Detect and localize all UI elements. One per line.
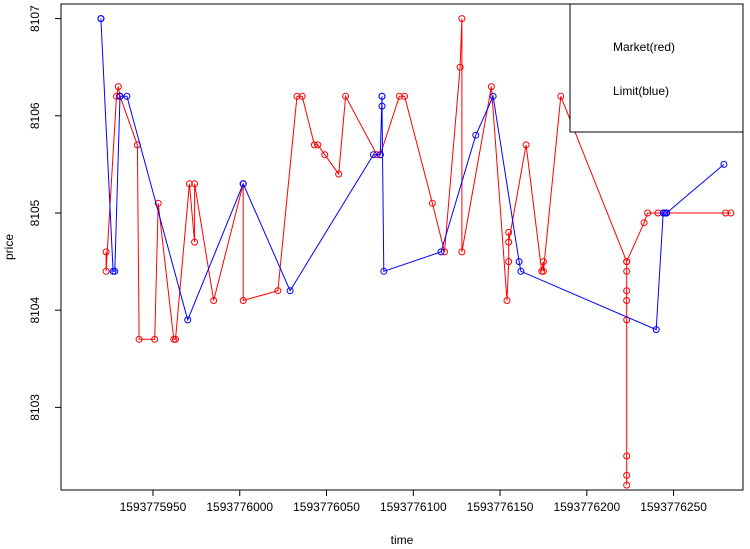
data-point — [623, 471, 631, 479]
data-point — [720, 160, 728, 168]
x-tick-label: 1593776050 — [293, 500, 360, 514]
data-point — [623, 258, 631, 266]
data-point — [378, 102, 386, 110]
data-point — [458, 15, 466, 23]
y-tick-label: 8104 — [28, 297, 42, 324]
data-point — [505, 228, 513, 236]
data-point — [298, 92, 306, 100]
data-point — [369, 151, 377, 159]
series-limit — [97, 15, 728, 334]
x-tick-label: 1593775950 — [120, 500, 187, 514]
x-tick-label: 1593776200 — [553, 500, 620, 514]
data-point — [123, 92, 131, 100]
data-point — [310, 141, 318, 149]
data-point — [342, 92, 350, 100]
data-point — [663, 209, 671, 217]
x-axis-title: time — [391, 533, 414, 547]
data-point — [652, 326, 660, 334]
data-point — [517, 267, 525, 275]
data-point — [428, 199, 436, 207]
data-point — [274, 287, 282, 295]
data-point — [380, 267, 388, 275]
data-point — [623, 481, 631, 489]
data-point — [376, 151, 384, 159]
data-point — [644, 209, 652, 217]
data-point — [539, 267, 547, 275]
data-point — [489, 92, 497, 100]
data-point — [191, 238, 199, 246]
data-point — [321, 151, 329, 159]
data-point — [401, 92, 409, 100]
x-tick-label: 1593776150 — [467, 500, 534, 514]
y-tick-label: 8107 — [28, 5, 42, 32]
data-point — [151, 335, 159, 343]
data-point — [503, 297, 511, 304]
x-tick-label: 1593776000 — [206, 500, 273, 514]
data-point — [458, 248, 466, 256]
plot-frame — [60, 3, 744, 491]
data-point — [102, 248, 110, 256]
legend-entry-market: Market(red) — [613, 40, 675, 54]
data-point — [640, 219, 648, 227]
data-point — [111, 267, 119, 275]
data-point — [185, 180, 193, 188]
plot-area — [97, 15, 735, 489]
data-point — [437, 248, 445, 256]
data-point — [191, 180, 199, 188]
data-point — [314, 141, 322, 149]
data-point — [539, 258, 547, 266]
data-point — [239, 180, 247, 188]
series-line — [105, 18, 731, 486]
data-point — [114, 83, 122, 91]
data-point — [557, 92, 565, 100]
y-tick-label: 8105 — [28, 199, 42, 226]
data-point — [184, 316, 192, 324]
data-point — [456, 63, 464, 71]
data-point — [293, 92, 301, 100]
data-point — [97, 15, 105, 23]
data-point — [727, 209, 735, 217]
series-line — [100, 18, 725, 331]
y-axis-title: price — [2, 234, 16, 260]
y-tick-label: 8106 — [28, 102, 42, 129]
legend-box — [569, 3, 744, 133]
data-point — [239, 297, 247, 304]
data-point — [135, 335, 143, 343]
y-tick-label: 8103 — [28, 394, 42, 421]
data-point — [654, 209, 662, 217]
data-point — [623, 267, 631, 275]
data-point — [487, 83, 495, 91]
data-point — [515, 258, 523, 266]
series-layer — [97, 15, 735, 489]
y-axis: 8103 8104 8105 8106 8107 — [28, 5, 61, 421]
data-point — [154, 199, 162, 207]
data-point — [522, 141, 530, 149]
data-point — [335, 170, 343, 178]
data-point — [395, 92, 403, 100]
data-point — [172, 335, 179, 343]
x-tick-label: 1593776100 — [380, 500, 447, 514]
data-point — [286, 287, 294, 295]
data-point — [505, 238, 513, 246]
data-point — [505, 258, 513, 266]
data-point — [472, 131, 480, 139]
legend-entry-limit: Limit(blue) — [613, 84, 669, 98]
data-point — [722, 209, 730, 217]
data-point — [116, 92, 124, 100]
x-axis: 1593775950 1593776000 1593776050 1593776100… — [120, 490, 707, 514]
data-point — [378, 92, 386, 100]
data-point — [102, 267, 110, 275]
x-tick-label: 1593776250 — [640, 500, 707, 514]
data-point — [623, 297, 631, 304]
data-point — [623, 452, 631, 460]
legend: Market(red) Limit(blue) — [569, 3, 744, 133]
data-point — [623, 287, 631, 295]
data-point — [210, 297, 218, 304]
